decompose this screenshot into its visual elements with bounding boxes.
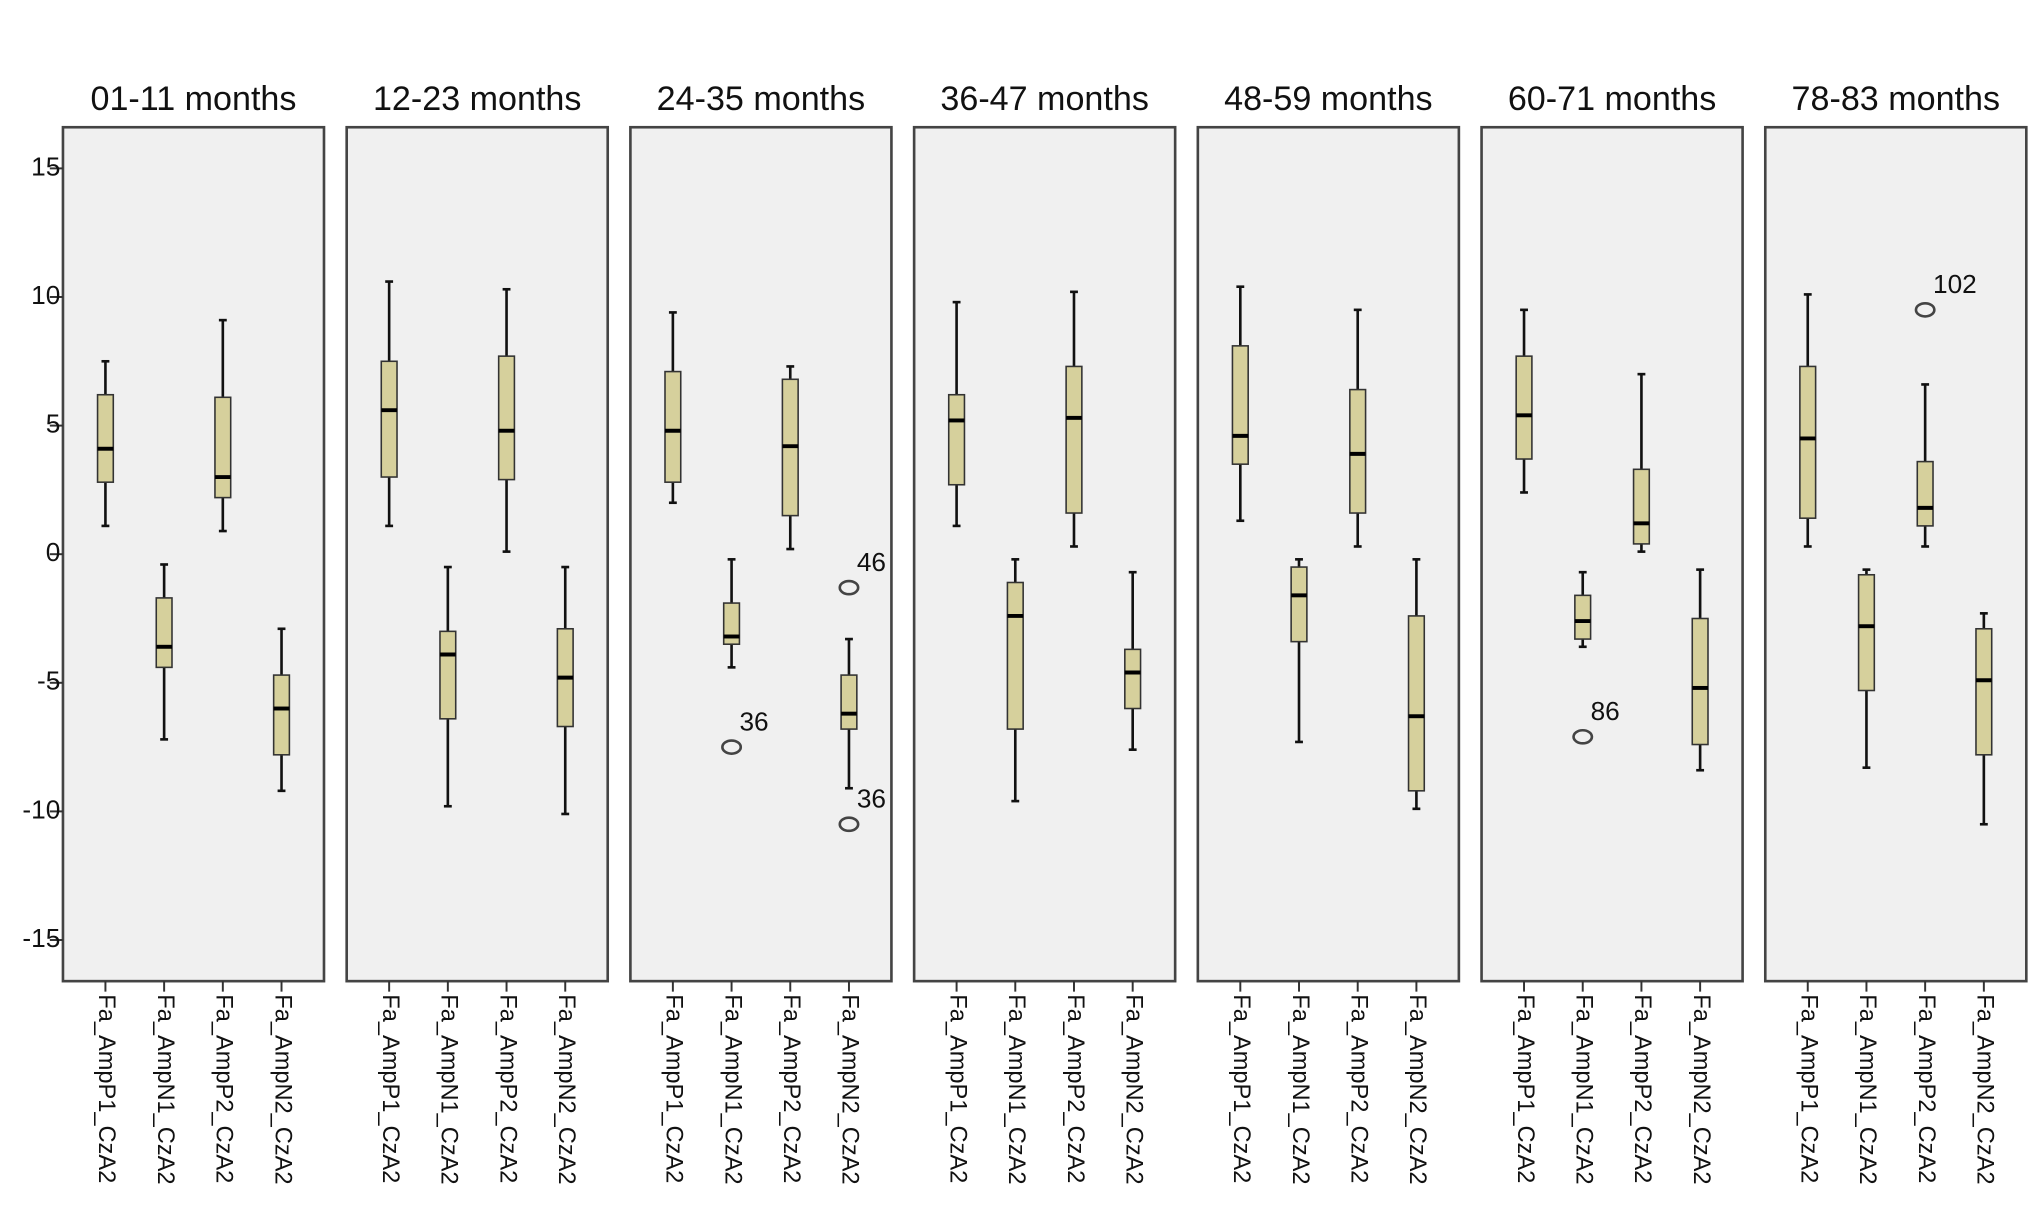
outlier-label: 36 <box>857 784 886 814</box>
x-tick-label: Fa_AmpN1_CzA2 <box>1287 994 1313 1184</box>
x-tick-label: Fa_AmpN1_CzA2 <box>436 994 462 1184</box>
panel <box>61 125 326 983</box>
box <box>1231 345 1249 465</box>
x-tick-label: Fa_AmpP2_CzA2 <box>1913 994 1939 1183</box>
outlier <box>838 816 860 833</box>
box <box>1916 460 1934 527</box>
x-tick-label: Fa_AmpP1_CzA2 <box>944 994 970 1183</box>
x-tick-label: Fa_AmpP1_CzA2 <box>93 994 119 1183</box>
x-tick-label: Fa_AmpP1_CzA2 <box>1228 994 1254 1183</box>
x-tick-label: Fa_AmpN1_CzA2 <box>1854 994 1880 1184</box>
box <box>1799 365 1817 519</box>
x-tick-label: Fa_AmpN2_CzA2 <box>269 994 295 1184</box>
panel <box>345 125 610 983</box>
panel-title: 12-23 months <box>373 80 581 118</box>
x-tick-label: Fa_AmpN2_CzA2 <box>837 994 863 1184</box>
outlier-label: 46 <box>857 547 886 577</box>
x-tick-label: Fa_AmpN2_CzA2 <box>1688 994 1714 1184</box>
outlier <box>1572 728 1594 745</box>
box <box>1975 627 1993 756</box>
box <box>155 597 173 669</box>
box <box>1691 617 1709 746</box>
x-tick-label: Fa_AmpP2_CzA2 <box>211 994 237 1183</box>
panel <box>629 125 893 983</box>
box <box>1065 365 1083 514</box>
x-tick-label: Fa_AmpP1_CzA2 <box>661 994 687 1183</box>
x-tick-label: Fa_AmpP2_CzA2 <box>494 994 520 1183</box>
panel-title: 01-11 months <box>90 80 296 118</box>
y-tick-label: 10 <box>31 280 60 310</box>
panel-title: 36-47 months <box>940 80 1148 118</box>
y-tick-label: -15 <box>22 923 60 953</box>
x-tick-label: Fa_AmpN2_CzA2 <box>1120 994 1146 1184</box>
box <box>272 674 291 756</box>
panel-title: 78-83 months <box>1792 80 2000 118</box>
x-tick-label: Fa_AmpP2_CzA2 <box>1062 994 1088 1183</box>
x-tick-label: Fa_AmpP2_CzA2 <box>1345 994 1371 1183</box>
y-tick-label: 15 <box>31 151 60 181</box>
panel <box>912 125 1177 983</box>
y-tick-label: -5 <box>37 666 60 696</box>
x-tick-label: Fa_AmpN2_CzA2 <box>1972 994 1998 1184</box>
outlier <box>721 739 743 755</box>
panel-title: 48-59 months <box>1224 80 1432 118</box>
y-tick-label: -10 <box>22 794 60 824</box>
box <box>497 355 516 481</box>
x-tick-label: Fa_AmpN1_CzA2 <box>719 994 745 1184</box>
box <box>1407 615 1426 792</box>
panel <box>1196 125 1461 983</box>
box <box>722 602 741 646</box>
y-tick-label: 0 <box>46 537 61 567</box>
x-tick-label: Fa_AmpP1_CzA2 <box>1512 994 1538 1183</box>
outlier <box>1914 301 1936 318</box>
chart-area: 01-11 months 15 10 5 0 -5 -10 -15 Fa_AmpP1_CzA2 F… <box>22 80 2028 1185</box>
x-tick-label: Fa_AmpP1_CzA2 <box>1796 994 1822 1183</box>
panel <box>1480 125 1744 983</box>
x-tick-label: Fa_AmpN2_CzA2 <box>1404 994 1430 1184</box>
panel-title: 60-71 months <box>1508 80 1716 118</box>
box <box>840 674 858 730</box>
outlier-label: 86 <box>1591 696 1620 726</box>
box <box>1349 388 1367 514</box>
box <box>947 393 966 486</box>
x-tick-label: Fa_AmpP2_CzA2 <box>778 994 804 1183</box>
box <box>1290 566 1308 643</box>
x-tick-label: Fa_AmpP2_CzA2 <box>1629 994 1655 1183</box>
box <box>1632 468 1651 545</box>
panel-title: 24-35 months <box>657 80 865 118</box>
box <box>1857 573 1876 692</box>
x-tick-label: Fa_AmpN1_CzA2 <box>1570 994 1596 1184</box>
box <box>439 630 457 720</box>
x-tick-label: Fa_AmpP1_CzA2 <box>377 994 403 1183</box>
box <box>96 393 115 483</box>
box <box>1124 648 1142 710</box>
box <box>664 370 682 483</box>
outlier <box>838 579 860 596</box>
outlier-label: 36 <box>739 706 768 736</box>
outlier-label: 102 <box>1933 269 1977 299</box>
panel <box>1763 125 2028 983</box>
y-tick-label: 5 <box>46 409 61 439</box>
x-tick-label: Fa_AmpN2_CzA2 <box>553 994 579 1184</box>
x-tick-label: Fa_AmpN1_CzA2 <box>1003 994 1029 1184</box>
x-tick-label: Fa_AmpN1_CzA2 <box>152 994 178 1184</box>
box <box>1006 581 1024 730</box>
box <box>214 396 232 499</box>
box <box>380 360 398 478</box>
box <box>1515 355 1533 460</box>
box <box>1574 594 1592 640</box>
